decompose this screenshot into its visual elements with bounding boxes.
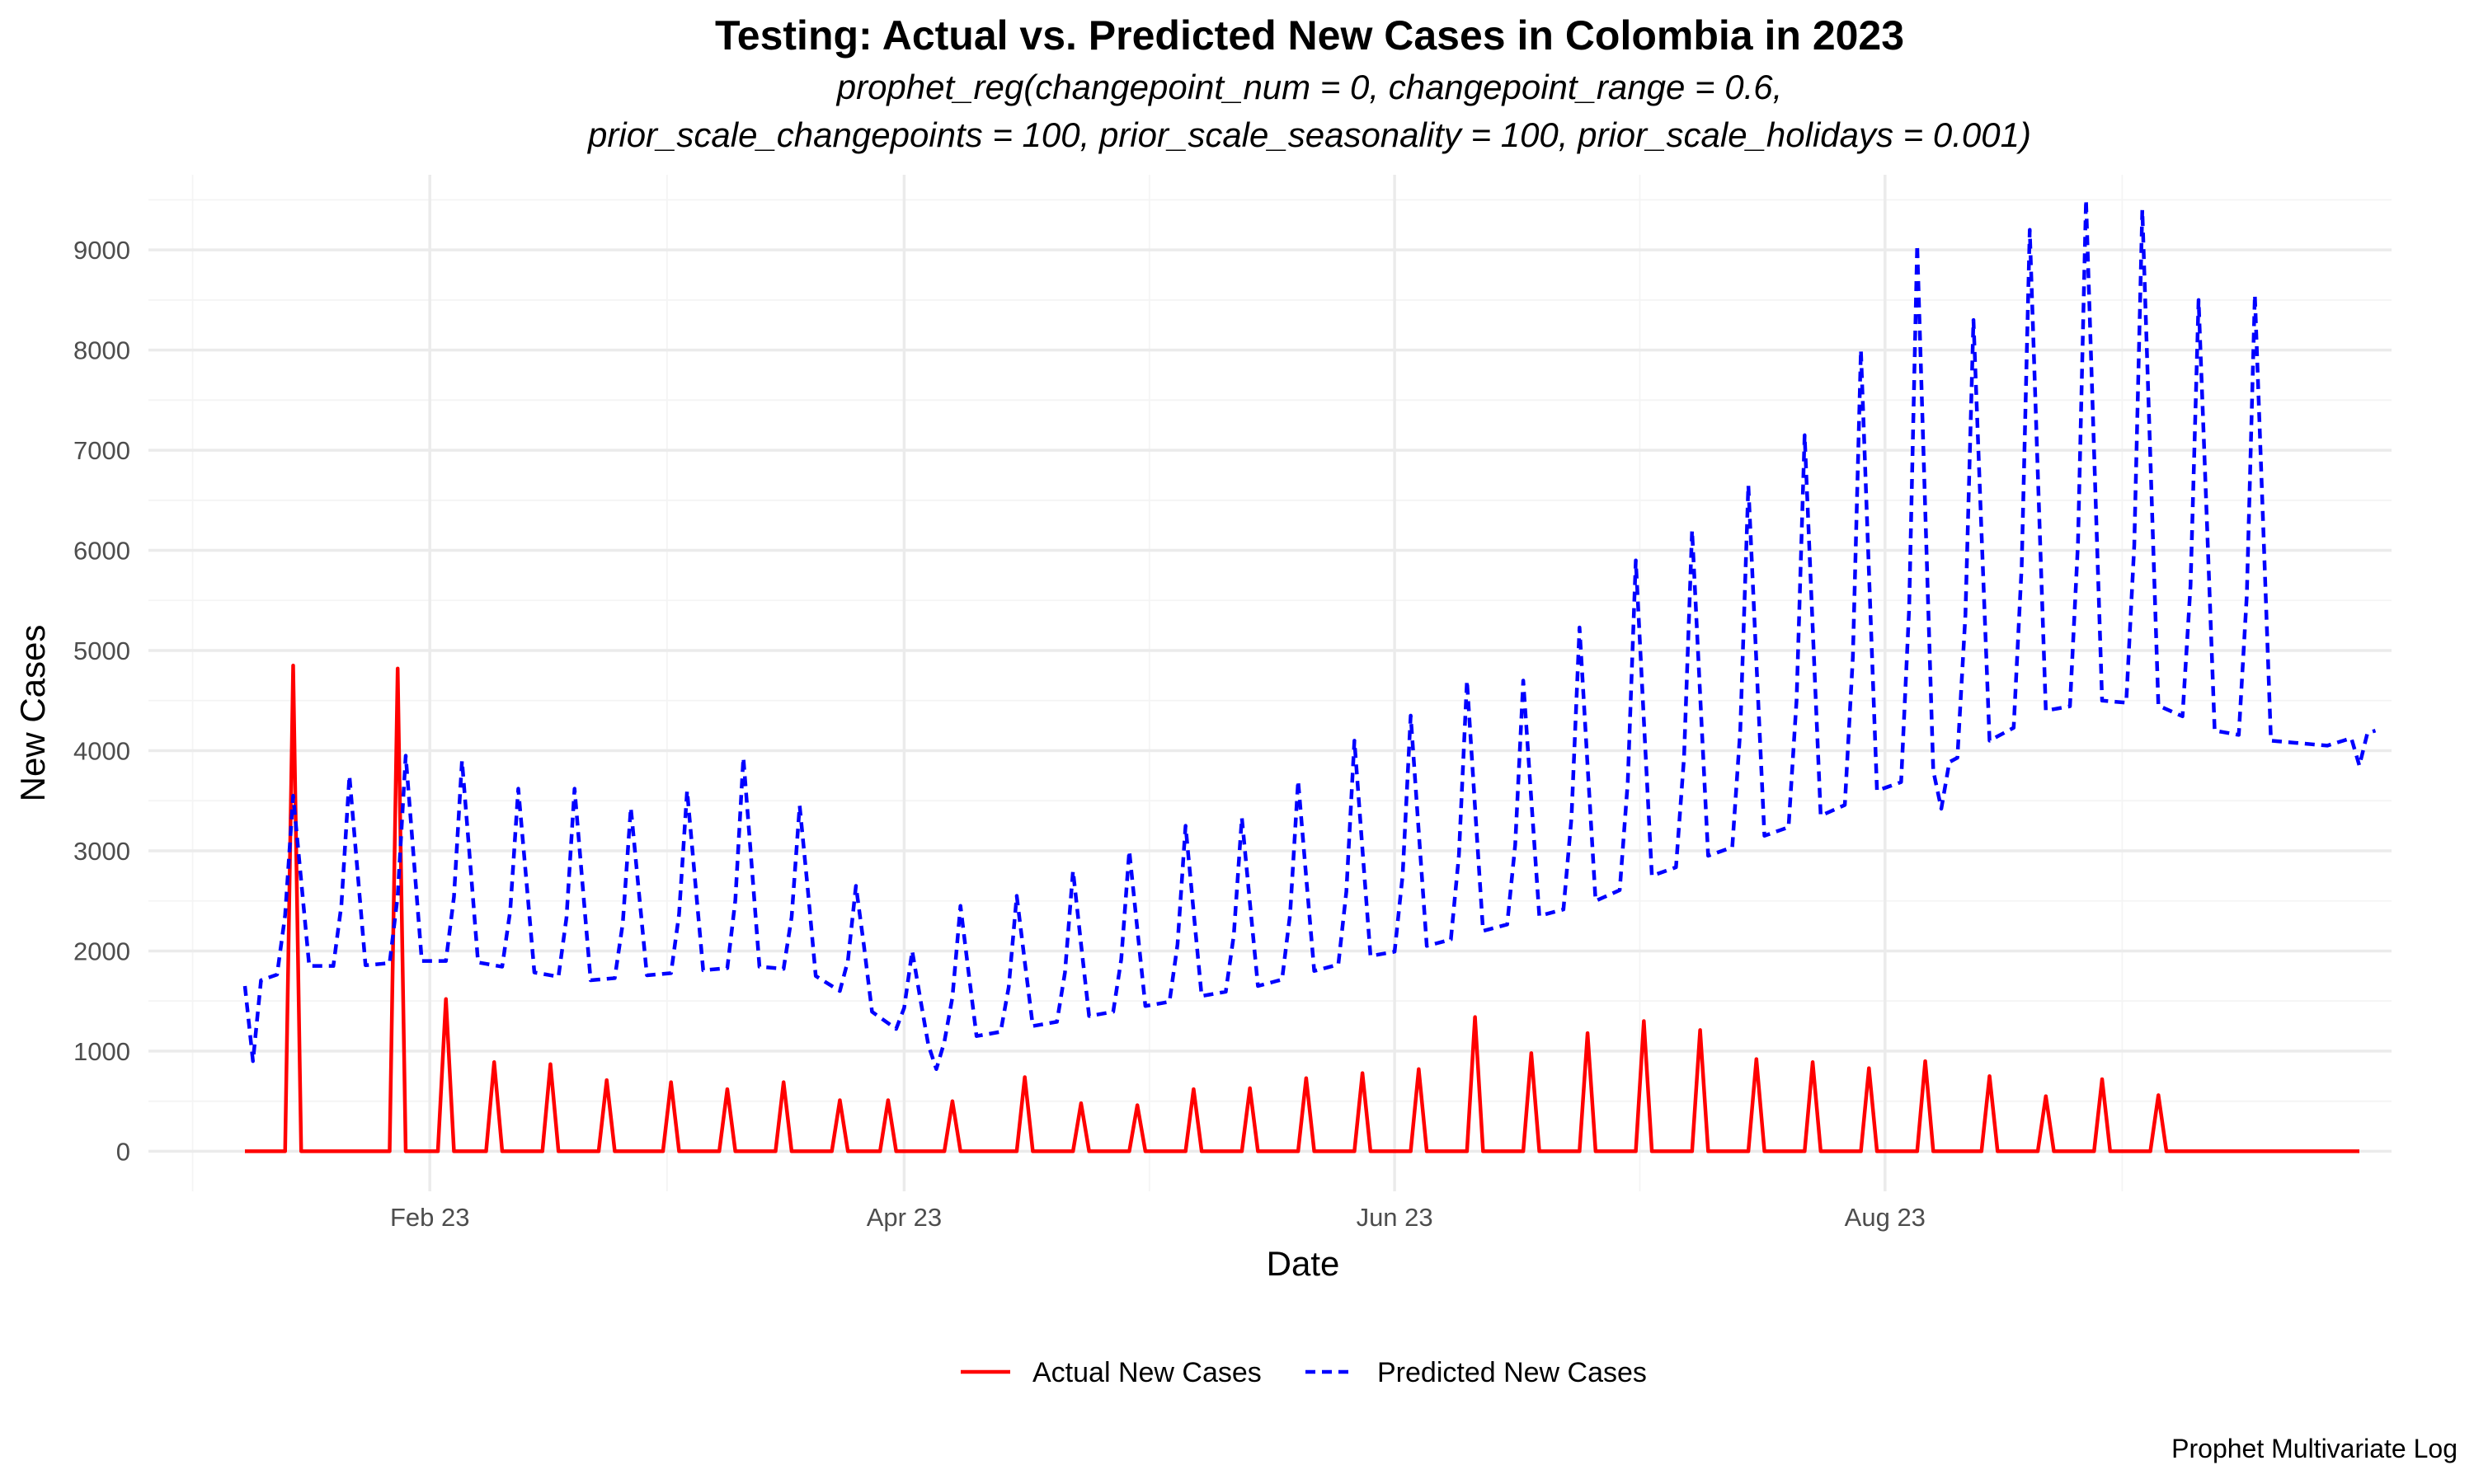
y-tick-label: 6000	[73, 537, 130, 566]
y-tick-label: 1000	[73, 1037, 130, 1066]
y-tick-label: 3000	[73, 837, 130, 866]
y-tick-label: 5000	[73, 636, 130, 665]
y-tick-label: 8000	[73, 336, 130, 365]
legend-label-actual: Actual New Cases	[1032, 1357, 1262, 1388]
y-axis-ticks: 0 1000 2000 3000 4000 5000 6000 7000 8000 9000	[73, 236, 130, 1166]
grid	[148, 175, 2392, 1191]
legend: Actual New Cases Predicted New Cases	[961, 1357, 1647, 1388]
chart-subtitle-line-2: prior_scale_changepoints = 100, prior_sc…	[586, 115, 2031, 154]
x-tick-label: Jun 23	[1357, 1203, 1433, 1232]
y-axis-title: New Cases	[13, 625, 52, 802]
x-tick-label: Apr 23	[867, 1203, 942, 1232]
series-line-predicted	[242, 198, 2377, 1072]
y-tick-label: 2000	[73, 937, 130, 965]
chart-subtitle-line-1: prophet_reg(changepoint_num = 0, changep…	[835, 68, 1783, 106]
series-lines	[242, 198, 2377, 1153]
series-line-actual	[244, 663, 2359, 1153]
y-tick-label: 9000	[73, 236, 130, 265]
x-tick-label: Aug 23	[1845, 1203, 1926, 1232]
y-tick-label: 4000	[73, 736, 130, 765]
x-tick-label: Feb 23	[390, 1203, 470, 1232]
chart-caption: Prophet Multivariate Log	[2171, 1434, 2458, 1463]
x-axis-title: Date	[1267, 1244, 1340, 1283]
y-tick-label: 7000	[73, 436, 130, 465]
chart-title: Testing: Actual vs. Predicted New Cases …	[715, 12, 1904, 59]
x-axis-ticks: Feb 23 Apr 23 Jun 23 Aug 23	[390, 1203, 1926, 1232]
legend-label-predicted: Predicted New Cases	[1377, 1357, 1647, 1388]
y-tick-label: 0	[116, 1137, 130, 1166]
